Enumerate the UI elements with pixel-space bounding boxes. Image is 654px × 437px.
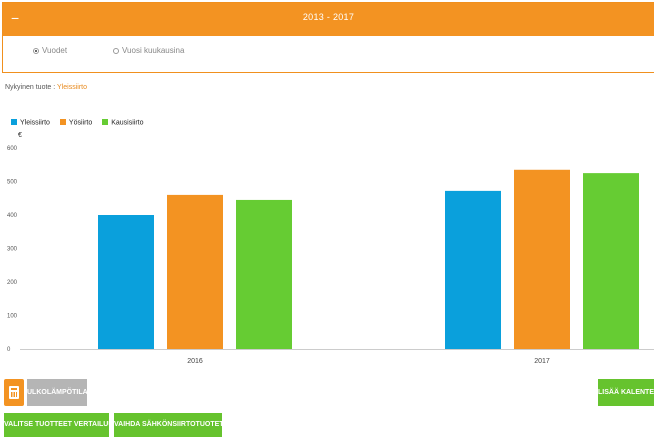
legend-swatch	[102, 119, 109, 125]
y-tick-label: 0	[7, 347, 11, 353]
legend-label: Kausisiirto	[111, 119, 144, 127]
calculator-icon	[9, 386, 19, 399]
bar-kausisiirto-2016[interactable]	[236, 199, 292, 349]
radio-unselected-icon[interactable]	[113, 48, 119, 54]
y-tick-label: 300	[7, 247, 18, 253]
x-category-label: 2016	[187, 358, 203, 365]
calculator-button[interactable]	[4, 379, 24, 406]
collapse-icon[interactable]: −	[11, 10, 20, 26]
bar-yleissiirto-2017[interactable]	[445, 190, 501, 349]
y-tick-label: 200	[7, 280, 18, 286]
y-tick-label: 500	[7, 180, 18, 186]
period-panel: − 2013 - 2017 Vuodet Vuosi kuukausina	[2, 2, 654, 73]
x-category-label: 2017	[534, 358, 550, 365]
y-tick-label: 400	[7, 213, 18, 219]
legend-swatch	[11, 119, 17, 125]
y-axis-unit: €	[18, 132, 22, 139]
radio-selected-icon[interactable]	[33, 48, 39, 54]
bar-y-siirto-2016[interactable]	[167, 194, 223, 349]
switch-product-button[interactable]: VAIHDA SÄHKÖNSIIRTOTUOTETTA	[114, 413, 232, 437]
y-tick-label: 600	[7, 146, 18, 152]
bar-kausisiirto-2017[interactable]	[583, 173, 639, 349]
legend-label: Yleissiirto	[20, 119, 50, 127]
y-tick-label: 100	[7, 314, 18, 320]
legend-swatch	[59, 119, 66, 125]
radio-years[interactable]: Vuodet	[33, 46, 67, 55]
bar-chart: 0 100 200 300 400 500 600 2016 2017	[7, 146, 654, 365]
panel-header[interactable]: − 2013 - 2017	[3, 3, 654, 36]
current-product-label: Nykyinen tuote :	[5, 84, 56, 91]
bar-y-siirto-2017[interactable]	[514, 169, 570, 349]
outdoor-temperature-button[interactable]: ULKOLÄMPÖTILA	[27, 379, 88, 406]
legend-item-yleissiirto[interactable]: Yleissiirto	[11, 119, 50, 127]
current-product: Nykyinen tuote : Yleissiirto	[5, 84, 87, 91]
bar-yleissiirto-2016[interactable]	[98, 215, 154, 349]
legend-label: Yösiirto	[68, 119, 93, 127]
chart-legend: Yleissiirto Yösiirto Kausisiirto	[11, 119, 152, 127]
legend-item-kausisiirto[interactable]: Kausisiirto	[102, 119, 144, 127]
radio-year-by-month[interactable]: Vuosi kuukausina	[113, 46, 184, 55]
legend-item-yosiirto[interactable]: Yösiirto	[59, 119, 93, 127]
radio-years-label: Vuodet	[42, 46, 68, 55]
radio-year-by-month-label: Vuosi kuukausina	[122, 46, 185, 55]
period-title: 2013 - 2017	[302, 12, 355, 22]
current-product-value: Yleissiirto	[57, 84, 87, 91]
add-calendar-button[interactable]: LISÄÄ KALENTERI	[598, 379, 654, 406]
select-compare-button[interactable]: VALITSE TUOTTEET VERTAILUUN	[4, 413, 118, 437]
